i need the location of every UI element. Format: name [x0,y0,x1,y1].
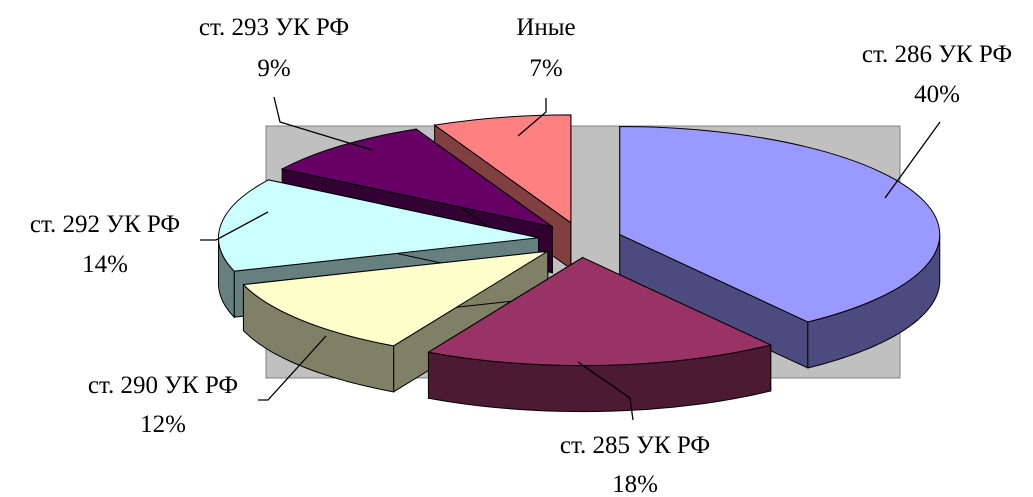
leader-line-st293 [273,96,373,151]
pie-slice-top-st292 [218,179,539,272]
pie-slice-top-st290 [242,250,549,347]
pie-slice-top-other [433,114,572,224]
slice-value-other: 7% [529,55,562,82]
leader-line-st290 [258,335,327,401]
slice-value-st290: 12% [140,411,186,438]
pie-slices [218,114,941,413]
pie-slice-top-st293 [280,128,553,228]
pie-slice-top-st286 [619,126,941,323]
pie-slice-st290 [242,250,549,393]
slice-label-other: Иные [516,14,575,41]
slice-value-st285: 18% [612,471,658,497]
leader-line-st286 [884,121,941,199]
slice-value-st292: 14% [82,251,128,278]
leader-line-st285 [577,361,634,421]
slice-label-st285: ст. 285 УК РФ [560,432,710,459]
leader-line-st292 [200,211,269,241]
data-labels: ст. 286 УК РФ 40% ст. 285 УК РФ 18% ст. … [30,14,1012,497]
slice-label-st290: ст. 290 УК РФ [88,372,238,399]
pie-slice-st286 [619,126,941,369]
slice-value-st293: 9% [257,55,290,82]
leader-lines [200,96,941,421]
slice-label-st286: ст. 286 УК РФ [862,41,1012,68]
slice-label-st293: ст. 293 УК РФ [199,14,349,41]
pie-slice-top-st285 [427,256,773,367]
pie-slice-st285 [427,256,773,413]
slice-label-st292: ст. 292 УК РФ [30,211,180,238]
slice-value-st286: 40% [914,81,960,108]
leader-line-other [517,98,547,137]
